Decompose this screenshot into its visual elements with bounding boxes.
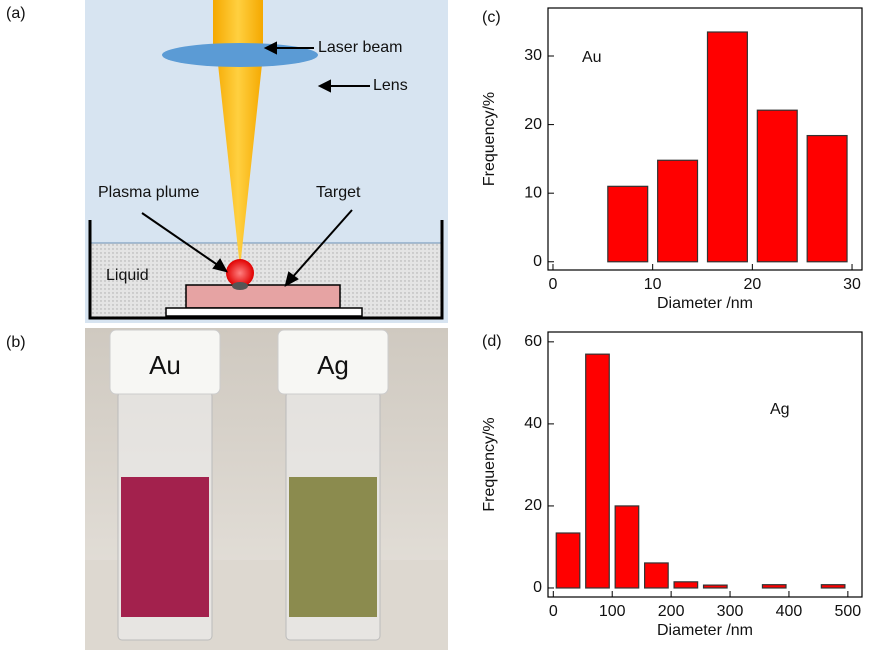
x-tick-label: 20: [743, 276, 761, 293]
bar: [704, 585, 728, 588]
y-tick-label: 40: [524, 415, 542, 432]
y-tick-label: 20: [524, 116, 542, 133]
y-tick-label: 20: [524, 497, 542, 514]
y-tick-label: 10: [524, 184, 542, 201]
bar: [807, 136, 847, 262]
x-tick-label: 0: [549, 276, 558, 293]
figure: Laser beam Lens Plasma plume Target Liqu…: [0, 0, 874, 653]
bar: [674, 582, 698, 588]
y-tick-label: 0: [533, 253, 542, 270]
x-tick-label: 30: [843, 276, 861, 293]
bar: [707, 32, 747, 262]
annotation: Au: [582, 49, 602, 66]
bar: [821, 585, 845, 588]
x-tick-label: 200: [658, 603, 685, 620]
x-axis-label: Diameter /nm: [657, 622, 753, 639]
panel-label: (a): [6, 5, 26, 22]
cap-label: Ag: [317, 350, 349, 380]
x-tick-label: 0: [549, 603, 558, 620]
bar: [615, 506, 639, 588]
y-tick-label: 30: [524, 47, 542, 64]
photo: Au Ag: [85, 328, 448, 650]
x-tick-label: 10: [644, 276, 662, 293]
y-tick-label: 0: [533, 579, 542, 596]
panel-label: (c): [482, 9, 501, 26]
x-tick-label: 300: [717, 603, 744, 620]
cap-label: Au: [149, 350, 181, 380]
bar: [608, 186, 648, 261]
label: Plasma plume: [98, 184, 199, 201]
bar: [658, 160, 698, 262]
x-tick-label: 100: [599, 603, 626, 620]
bar: [757, 110, 797, 262]
crater: [232, 282, 248, 290]
x-axis-label: Diameter /nm: [657, 295, 753, 312]
base-plate: [166, 308, 362, 316]
bar: [586, 354, 610, 588]
y-axis-label: Frequency/%: [481, 417, 498, 511]
annotation: Ag: [770, 401, 790, 418]
panel-label: (b): [6, 334, 26, 351]
bar: [762, 585, 786, 588]
label: Liquid: [106, 267, 149, 284]
bar: [645, 563, 669, 588]
x-tick-label: 400: [776, 603, 803, 620]
label: Target: [316, 184, 361, 201]
y-tick-label: 60: [524, 333, 542, 350]
y-axis-label: Frequency/%: [481, 92, 498, 186]
gold-colloid: [121, 477, 209, 617]
x-tick-label: 500: [835, 603, 862, 620]
label: Laser beam: [318, 39, 403, 56]
lens: [162, 43, 318, 67]
target: [186, 285, 340, 308]
schematic: Laser beam Lens Plasma plume Target Liqu…: [85, 0, 448, 323]
silver-colloid: [289, 477, 377, 617]
label: Lens: [373, 77, 408, 94]
panel-label: (d): [482, 333, 502, 350]
bar: [556, 533, 580, 588]
